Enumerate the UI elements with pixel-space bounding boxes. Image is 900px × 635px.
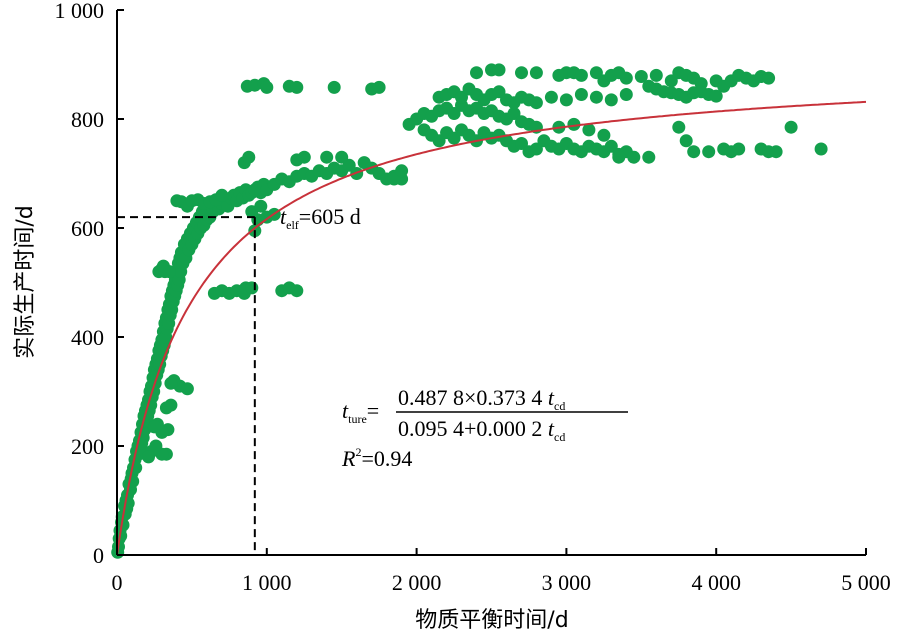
formula-num-sub: cd <box>554 399 565 413</box>
x-tick-label: 2 000 <box>392 570 442 595</box>
data-point <box>642 150 656 164</box>
data-point <box>242 150 256 164</box>
y-tick-label: 0 <box>93 543 104 568</box>
data-point <box>529 66 543 80</box>
data-point <box>732 142 746 156</box>
data-point <box>116 518 130 532</box>
fit-curve <box>116 100 867 556</box>
svg-text:0.095 4+0.000 2 tcd: 0.095 4+0.000 2 tcd <box>398 416 565 444</box>
data-point <box>320 150 334 164</box>
x-ticks: 0 1 000 2 000 3 000 4 000 5 000 <box>112 548 891 595</box>
data-point <box>529 142 543 156</box>
formula-den-t: t <box>548 416 555 441</box>
data-point <box>470 66 483 80</box>
data-point <box>492 63 506 77</box>
telf-annotation: telf=605 d <box>280 204 361 232</box>
data-point <box>597 128 611 142</box>
r2-annotation: R2=0.94 <box>341 445 412 471</box>
x-tick-label: 4 000 <box>691 570 741 595</box>
data-point <box>649 68 663 82</box>
data-point <box>687 145 701 159</box>
data-point <box>604 93 618 107</box>
data-point <box>769 145 783 159</box>
data-point <box>567 117 581 131</box>
formula-den-sub: cd <box>554 430 565 444</box>
data-point <box>612 150 626 164</box>
data-point <box>215 188 229 202</box>
formula-num-t: t <box>548 385 555 410</box>
formula-denominator: 0.095 4+0.000 2 <box>398 416 548 441</box>
x-tick-label: 3 000 <box>542 570 592 595</box>
data-point <box>245 281 259 295</box>
data-point <box>507 107 521 120</box>
telf-rest: =605 d <box>299 204 361 229</box>
formula-lhs-t: t <box>342 398 349 423</box>
data-point <box>432 134 446 148</box>
data-point <box>164 376 178 390</box>
formula-numerator: 0.487 8×0.373 4 <box>398 385 548 410</box>
data-point <box>142 450 155 464</box>
data-point <box>159 401 173 415</box>
formula-lhs-sub: ture <box>348 412 367 426</box>
svg-text:0.487 8×0.373 4 tcd: 0.487 8×0.373 4 tcd <box>398 385 565 413</box>
y-tick-label: 400 <box>71 325 104 350</box>
data-point <box>574 68 588 82</box>
data-point <box>297 150 311 164</box>
data-point <box>515 137 528 150</box>
formula-eq: = <box>367 398 379 423</box>
svg-text:tture=: tture= <box>342 398 379 426</box>
data-point <box>762 71 776 85</box>
data-point <box>559 93 573 107</box>
data-point <box>679 134 693 148</box>
data-point <box>455 90 468 104</box>
data-point <box>260 80 274 94</box>
data-point <box>529 96 543 110</box>
telf-sub: elf <box>286 218 299 232</box>
data-point <box>180 382 194 396</box>
data-point <box>702 145 716 159</box>
y-tick-label: 200 <box>71 434 104 459</box>
data-point <box>147 420 161 434</box>
x-tick-label: 5 000 <box>841 570 891 595</box>
data-point <box>619 88 633 101</box>
data-point <box>515 66 528 80</box>
data-point <box>574 88 588 101</box>
x-axis-title: 物质平衡时间/d <box>415 608 568 633</box>
y-tick-label: 1 000 <box>55 0 105 23</box>
data-point <box>582 123 596 137</box>
data-point <box>162 265 176 279</box>
y-tick-label: 600 <box>71 216 104 241</box>
data-point <box>664 74 678 88</box>
data-point <box>784 120 798 134</box>
data-point <box>619 71 633 85</box>
data-point <box>589 66 603 80</box>
y-tick-label: 800 <box>71 107 104 132</box>
data-point <box>709 89 723 103</box>
r2-sup: 2 <box>355 445 361 459</box>
formula-annotation: tture= 0.487 8×0.373 4 tcd 0.095 4+0.000… <box>342 385 628 444</box>
y-ticks: 0 200 400 600 800 1 000 <box>55 0 124 568</box>
data-point <box>290 80 304 94</box>
data-point <box>327 80 341 94</box>
data-point <box>372 80 386 94</box>
data-point <box>589 90 603 104</box>
data-point <box>290 284 304 298</box>
data-point <box>814 142 828 156</box>
data-point <box>335 150 349 164</box>
r2-r: R <box>341 446 356 471</box>
x-tick-label: 1 000 <box>242 570 292 595</box>
y-axis-title: 实际生产时间/d <box>13 205 38 358</box>
data-point <box>544 90 558 104</box>
data-point <box>254 199 268 213</box>
telf-t: t <box>280 204 287 229</box>
r2-rest: =0.94 <box>361 446 412 471</box>
data-point <box>627 150 641 164</box>
data-point <box>395 164 409 178</box>
plot-area <box>111 63 867 559</box>
x-tick-label: 0 <box>112 570 123 595</box>
data-point <box>387 172 401 186</box>
data-point <box>634 70 648 83</box>
data-point <box>672 120 686 134</box>
